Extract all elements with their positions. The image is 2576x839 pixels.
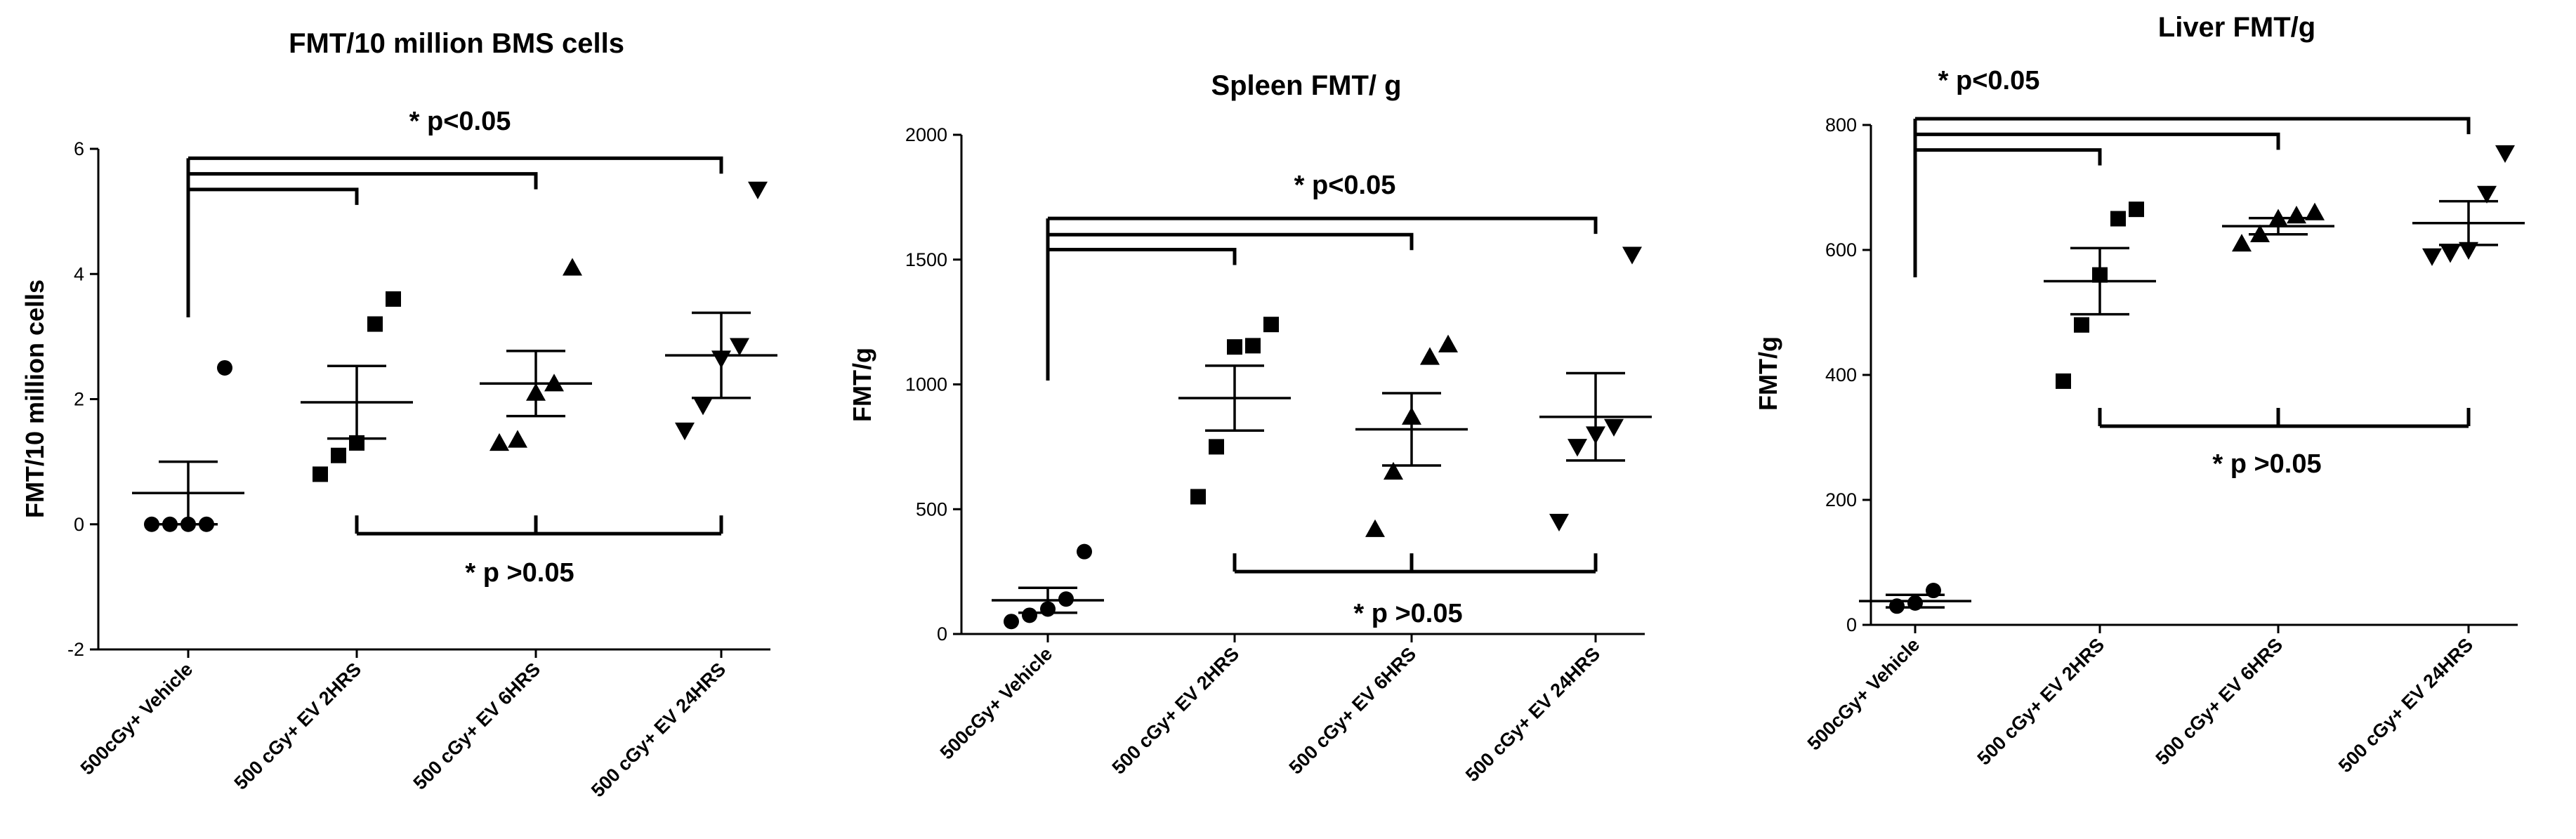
data-point	[1604, 418, 1624, 437]
significance-bracket	[1048, 248, 1237, 265]
x-category-label: 500 cGy+ EV 2HRS	[1973, 634, 2109, 769]
y-tick-label: 6	[74, 138, 84, 159]
y-tick-label: 400	[1825, 364, 1857, 385]
y-axis-label: FMT/g	[848, 348, 876, 422]
chart-title: Spleen FMT/ g	[1211, 70, 1401, 101]
data-point	[1568, 439, 1587, 457]
data-point	[693, 397, 713, 416]
data-point	[1622, 246, 1642, 265]
data-point	[748, 181, 768, 199]
data-point	[489, 432, 509, 451]
data-point	[1190, 489, 1206, 505]
y-axis-label: FMT/g	[1754, 336, 1782, 411]
data-point	[1004, 614, 1019, 630]
x-category-label: 500 cGy+ EV 24HRS	[1461, 643, 1604, 786]
significance-bracket	[1915, 132, 2280, 150]
significance-bracket	[188, 156, 723, 174]
x-category-label: 500 cGy+ EV 6HRS	[2152, 634, 2287, 769]
data-point	[1549, 513, 1569, 532]
data-point	[313, 466, 328, 482]
significance-label-bottom: * p >0.05	[465, 558, 574, 588]
y-tick-label: 4	[74, 263, 84, 284]
data-point	[730, 338, 749, 356]
data-point	[1058, 591, 1074, 607]
data-point	[2305, 202, 2325, 220]
significance-bracket	[1048, 232, 1414, 251]
significance-label-top: * p<0.05	[1294, 171, 1396, 200]
data-point	[2440, 245, 2460, 263]
data-point	[675, 422, 695, 441]
data-point	[1438, 334, 1458, 352]
x-category-label: 500cGy+ Vehicle	[936, 643, 1056, 763]
y-tick-label: 0	[74, 514, 84, 535]
chart-spleen-fmt: Spleen FMT/ g FMT/g 0 500 1000 1500 2000 500cGy…	[848, 70, 1652, 786]
y-tick-label: 800	[1825, 114, 1857, 136]
data-point	[2495, 145, 2515, 164]
data-point	[1245, 338, 1261, 354]
data-point	[1209, 439, 1224, 455]
y-tick-label: 0	[937, 623, 947, 645]
x-category-label: 500 cGy+ EV 6HRS	[409, 659, 545, 794]
significance-bracket	[1915, 117, 2471, 135]
significance-bracket	[188, 172, 538, 190]
data-point	[2459, 242, 2478, 260]
y-tick-label: -2	[67, 639, 84, 660]
data-point	[1022, 607, 1037, 623]
y-tick-label: 600	[1825, 239, 1857, 260]
chart-liver-fmt: Liver FMT/g FMT/g 0 200 400 600 800 500cGy+ Veh…	[1754, 12, 2525, 777]
data-point	[2287, 206, 2306, 224]
y-tick-label: 500	[916, 498, 947, 520]
x-category-label: 500cGy+ Vehicle	[77, 659, 197, 779]
data-point	[386, 291, 401, 307]
chart-bms-fmt: FMT/10 million BMS cells FMT/10 million c…	[20, 28, 777, 801]
data-point	[144, 516, 159, 532]
x-category-label: 500 cGy+ EV 2HRS	[1108, 643, 1244, 779]
data-point	[331, 447, 346, 463]
data-point	[1384, 461, 1403, 480]
x-category-label: 500 cGy+ EV 24HRS	[2334, 634, 2477, 777]
x-category-label: 500cGy+ Vehicle	[1803, 634, 1924, 754]
data-point	[217, 359, 232, 376]
data-point	[2056, 373, 2071, 389]
data-point	[1227, 339, 1242, 355]
data-point	[367, 316, 383, 332]
data-point	[508, 430, 527, 448]
significance-bracket	[188, 187, 359, 205]
significance-label-bottom: * p >0.05	[1353, 599, 1462, 628]
data-point	[1420, 347, 1440, 365]
y-tick-label: 1500	[905, 249, 947, 270]
x-category-label: 500 cGy+ EV 24HRS	[587, 659, 730, 801]
significance-bracket	[1915, 148, 2102, 166]
data-point	[2110, 211, 2126, 227]
data-point	[1365, 519, 1385, 537]
data-point	[2422, 248, 2442, 266]
data-point	[2232, 234, 2252, 252]
x-category-label: 500 cGy+ EV 2HRS	[230, 659, 366, 794]
x-category-label: 500 cGy+ EV 6HRS	[1285, 643, 1421, 779]
chart-title: Liver FMT/g	[2158, 12, 2315, 43]
significance-label-top: * p<0.05	[409, 107, 511, 136]
y-tick-label: 2	[74, 389, 84, 410]
chart-title: FMT/10 million BMS cells	[289, 28, 624, 59]
y-tick-label: 200	[1825, 489, 1857, 510]
y-tick-label: 1000	[905, 374, 947, 395]
data-point	[1263, 317, 1279, 333]
data-point	[2129, 202, 2144, 218]
data-point	[2074, 317, 2089, 333]
significance-label-top: * p<0.05	[1938, 66, 2040, 95]
y-tick-label: 2000	[905, 124, 947, 145]
data-point	[2477, 185, 2497, 204]
data-point	[1077, 543, 1092, 560]
significance-bracket	[1048, 216, 1598, 234]
y-tick-label: 0	[1846, 614, 1857, 635]
data-point	[563, 258, 582, 276]
y-axis-label: FMT/10 million cells	[20, 279, 49, 518]
significance-label-bottom: * p >0.05	[2212, 449, 2321, 479]
